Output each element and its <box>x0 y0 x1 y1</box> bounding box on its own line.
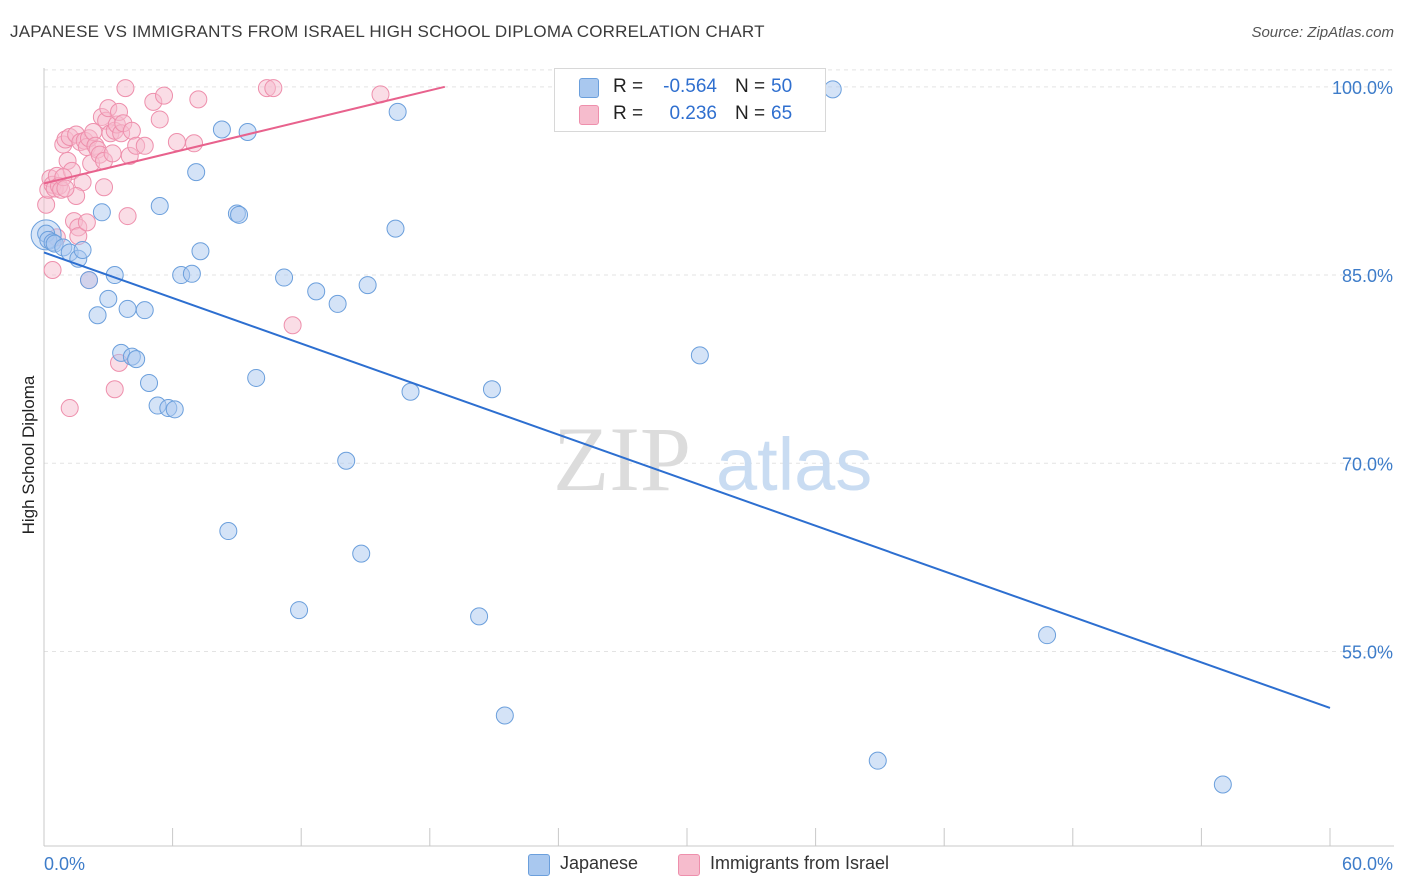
data-point-israel <box>37 195 56 214</box>
tick-labels: 55.0% 70.0% 85.0% 100.0% 0.0% 60.0% <box>44 78 1393 874</box>
data-point-israel <box>118 207 137 226</box>
legend-r-value: -0.564 <box>663 76 717 97</box>
data-point-japanese <box>88 306 107 325</box>
data-point-israel <box>43 261 62 280</box>
bottom-legend-label-japanese: Japanese <box>560 853 639 873</box>
legend-r-label: R = <box>613 103 644 124</box>
data-point-japanese <box>328 294 347 313</box>
data-point-japanese <box>275 268 294 287</box>
data-point-japanese <box>1213 775 1232 794</box>
data-point-japanese <box>92 203 111 222</box>
legend-row-japanese: R = -0.564 N = 50 <box>555 74 825 100</box>
bottom-legend-swatch-japanese <box>528 854 550 876</box>
data-point-japanese <box>219 522 238 541</box>
y-axis-title: High School Diploma <box>19 375 38 534</box>
correlation-legend: R = -0.564 N = 50 R = 0.236 N = 65 <box>554 68 826 132</box>
data-point-japanese <box>690 346 709 365</box>
data-point-israel <box>167 133 186 152</box>
data-point-japanese <box>118 299 137 318</box>
data-point-japanese <box>212 120 231 139</box>
y-tick-label: 100.0% <box>1332 78 1393 98</box>
y-tick-label: 85.0% <box>1342 266 1393 286</box>
data-point-japanese <box>337 451 356 470</box>
data-point-japanese <box>470 607 489 626</box>
data-point-japanese <box>386 219 405 238</box>
data-point-japanese <box>80 271 99 290</box>
data-point-japanese <box>191 242 210 261</box>
bottom-legend-label-israel: Immigrants from Israel <box>710 853 890 873</box>
series-japanese-points <box>30 80 1232 794</box>
data-point-japanese <box>868 751 887 770</box>
legend-swatch-japanese <box>579 78 599 98</box>
data-point-israel <box>283 316 302 335</box>
data-point-japanese <box>495 706 514 725</box>
data-point-israel <box>155 86 174 105</box>
data-point-japanese <box>140 373 159 392</box>
data-point-japanese <box>150 197 169 216</box>
data-point-israel <box>56 179 75 198</box>
data-point-japanese <box>290 601 309 620</box>
data-point-japanese <box>1038 626 1057 645</box>
data-point-israel <box>264 79 283 98</box>
data-point-israel <box>77 213 96 232</box>
data-point-japanese <box>388 102 407 121</box>
data-point-japanese <box>307 282 326 301</box>
data-point-japanese <box>823 80 842 99</box>
watermark-zip: ZIP <box>553 408 691 510</box>
bottom-legend-swatch-israel <box>678 854 700 876</box>
data-point-israel <box>103 144 122 163</box>
chart-title: JAPANESE VS IMMIGRANTS FROM ISRAEL HIGH … <box>10 22 765 41</box>
trend-lines <box>43 85 1331 709</box>
data-point-israel <box>135 136 154 155</box>
data-point-japanese <box>187 163 206 182</box>
trend-line-israel <box>43 85 446 185</box>
legend-n-value: 50 <box>771 76 793 97</box>
legend-row-israel: R = 0.236 N = 65 <box>555 101 825 127</box>
legend-r-value: 0.236 <box>669 103 717 124</box>
legend-swatch-israel <box>579 105 599 125</box>
trend-line-japanese <box>43 251 1331 709</box>
data-point-israel <box>95 178 114 197</box>
data-point-japanese <box>73 240 92 259</box>
watermark-atlas: atlas <box>716 423 872 506</box>
source-label: Source: ZipAtlas.com <box>1251 24 1394 41</box>
data-point-japanese <box>247 368 266 387</box>
x-tick-label: 60.0% <box>1342 854 1393 874</box>
grid-lines <box>44 69 1394 652</box>
data-point-japanese <box>352 544 371 563</box>
y-tick-label: 70.0% <box>1342 454 1393 474</box>
data-point-japanese <box>358 276 377 295</box>
y-tick-label: 55.0% <box>1342 643 1393 663</box>
data-point-israel <box>60 399 79 418</box>
data-point-israel <box>105 380 124 399</box>
data-point-japanese <box>165 400 184 419</box>
data-point-israel <box>189 90 208 109</box>
legend-r-label: R = <box>613 76 644 97</box>
data-point-japanese <box>127 350 146 369</box>
legend-n-value: 65 <box>771 103 793 124</box>
legend-n-label: N = <box>735 103 766 124</box>
data-point-japanese <box>482 380 501 399</box>
data-point-japanese <box>135 301 154 320</box>
data-point-israel <box>116 79 135 98</box>
x-tick-label: 0.0% <box>44 854 85 874</box>
data-point-japanese <box>230 205 249 224</box>
data-point-japanese <box>99 289 118 308</box>
data-point-japanese <box>401 382 420 401</box>
legend-n-label: N = <box>735 76 766 97</box>
data-point-israel <box>122 121 141 140</box>
data-point-japanese <box>182 264 201 283</box>
data-point-israel <box>150 110 169 129</box>
